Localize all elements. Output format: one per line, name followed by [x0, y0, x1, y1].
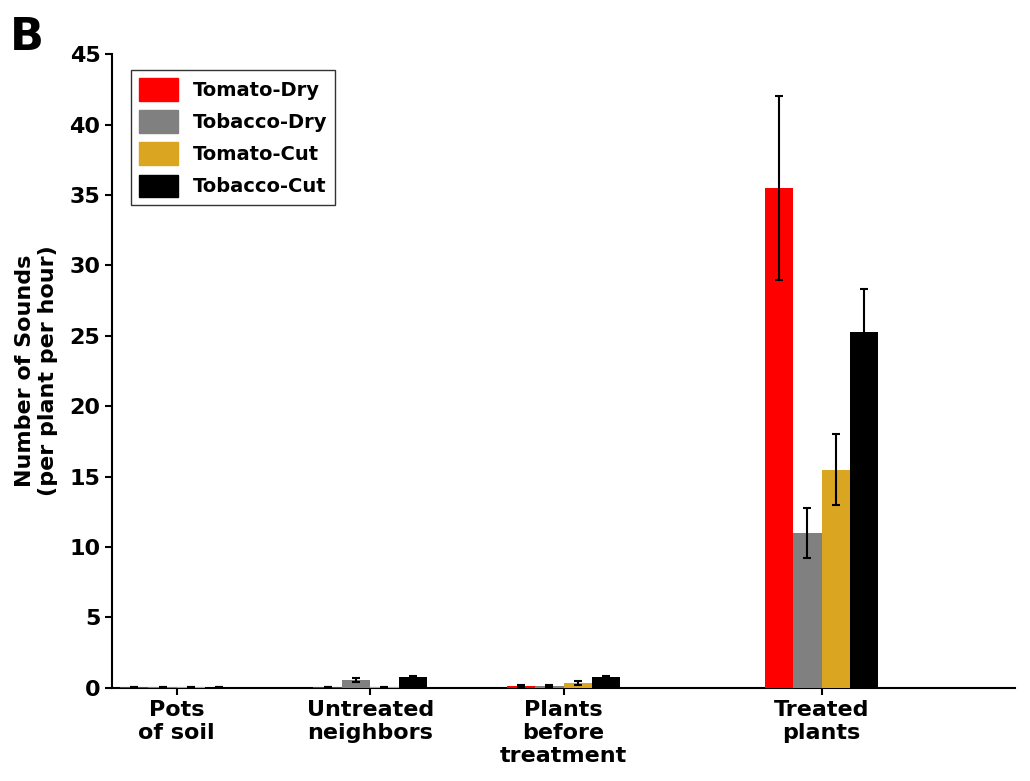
- Bar: [822, 469, 850, 688]
- Bar: [563, 683, 592, 688]
- Legend: Tomato-Dry, Tobacco-Dry, Tomato-Cut, Tobacco-Cut: Tomato-Dry, Tobacco-Dry, Tomato-Cut, Tob…: [131, 70, 336, 205]
- Y-axis label: Number of Sounds
(per plant per hour): Number of Sounds (per plant per hour): [15, 246, 59, 497]
- Bar: [342, 680, 370, 688]
- Bar: [399, 677, 426, 688]
- Bar: [765, 188, 793, 688]
- Bar: [793, 533, 822, 688]
- Bar: [592, 677, 620, 688]
- Bar: [850, 332, 879, 688]
- Bar: [536, 686, 563, 688]
- Text: B: B: [10, 16, 44, 59]
- Bar: [507, 686, 536, 688]
